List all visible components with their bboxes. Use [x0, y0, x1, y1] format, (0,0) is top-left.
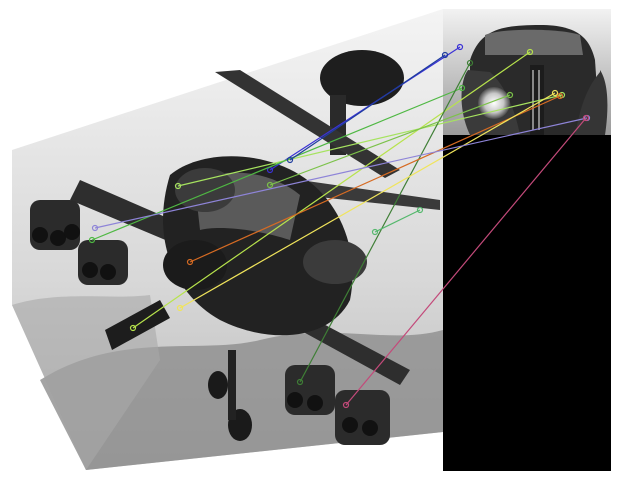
mast-sensor-pod [320, 50, 404, 106]
match-line [269, 94, 511, 186]
car-headlight [478, 87, 510, 119]
keypoint-marker [458, 84, 466, 92]
right-photo [443, 9, 611, 471]
keypoint-marker [466, 59, 474, 67]
left-photo [12, 9, 443, 470]
keypoint-marker [266, 181, 274, 189]
match-line [177, 94, 563, 187]
match-lines [88, 43, 591, 409]
black-background [443, 135, 611, 471]
keypoint-marker [342, 401, 350, 409]
keypoint-marker [286, 156, 294, 164]
keypoint-marker [371, 228, 379, 236]
keypoint-marker [129, 324, 137, 332]
keypoint-marker [176, 304, 184, 312]
keypoint-marker [296, 378, 304, 386]
helicopter [30, 50, 440, 445]
keypoint-marker [88, 236, 96, 244]
keypoint-marker [551, 89, 559, 97]
match-line [94, 117, 588, 229]
keypoint-marker [91, 224, 99, 232]
match-line [179, 92, 556, 309]
keypoint-marker [174, 182, 182, 190]
match-line [189, 95, 561, 263]
match-line [132, 51, 531, 329]
match-line [374, 209, 421, 233]
keypoint-marker [526, 48, 534, 56]
match-line [289, 54, 446, 161]
match-line [299, 62, 471, 383]
match-line [345, 117, 587, 406]
keypoint-marker [456, 43, 464, 51]
missile-rack-left [30, 200, 128, 285]
keypoint-marker [416, 206, 424, 214]
keypoint-marker [582, 114, 590, 122]
keypoint-marker [186, 258, 194, 266]
keypoint-marker [441, 51, 449, 59]
keypoint-marker [556, 92, 564, 100]
keypoint-marker [506, 91, 514, 99]
